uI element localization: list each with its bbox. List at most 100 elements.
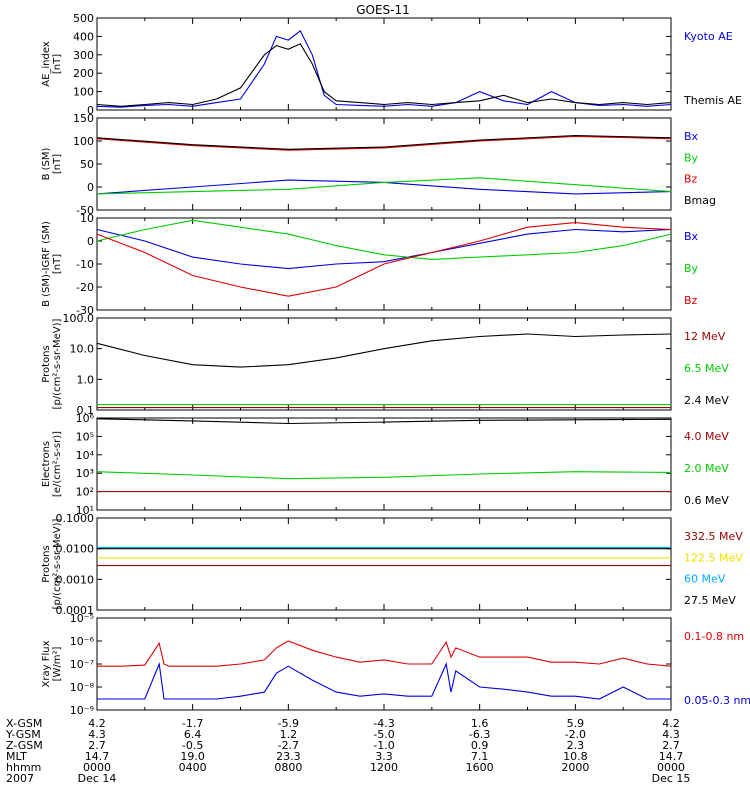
table-row-label: Y-GSM [5,728,41,741]
y-tick-label: 0.0001 [56,604,95,617]
panel-5: 10⁶ 10⁵ 10⁴ 10³ 10² 10¹ Electrons[e/(cm²-s-sr)… [41,412,729,517]
y-axis-label-line: [p/(cm²-s-sr-MeV)] [52,318,63,409]
series-line [96,333,672,368]
table-cell: 0.9 [471,739,489,752]
table-cell: -1.0 [373,739,394,752]
table-cell: 19.0 [180,750,205,763]
y-tick-label: -50 [76,204,94,217]
table-cell: 1.2 [280,728,298,741]
table-cell: 10.8 [563,750,588,763]
y-axis-label: AE_index[nT] [41,41,63,87]
legend-entry: By [684,262,699,275]
y-tick-label: 10.0 [70,343,95,356]
table-cell: -2.7 [278,739,299,752]
y-tick-label: 1.0 [77,373,95,386]
y-tick-label: 10⁵ [76,430,94,443]
y-tick-label: 10⁻⁷ [70,658,94,671]
panel-frame [96,617,672,711]
table-cell: 1600 [466,761,494,774]
panel-frame [96,417,672,511]
y-tick-label: 10³ [76,467,94,480]
table-cell: -6.3 [469,728,490,741]
table-cell: 7.1 [471,750,489,763]
y-axis-label-line: [p/(cm²-s-sr-MeV)] [52,518,63,609]
legend-entry: 27.5 MeV [684,594,736,607]
y-tick-label: 100 [73,135,94,148]
panel-3: 10 0 -10 -20 -30 B (SM)-IGRF (SM)[nT] Bx By Bz [41,212,699,317]
legend-entry: 12 MeV [684,330,726,343]
y-tick-label: 0.0100 [56,543,95,556]
y-tick-label: 10 [80,212,94,225]
y-axis-label: Protons[p/(cm²-s-sr-MeV)] [41,318,63,409]
y-tick-label: 200 [73,67,94,80]
y-tick-label: 10⁻⁹ [70,704,94,717]
table-cell: 5.9 [567,717,585,730]
table-cell: 1.6 [471,717,489,730]
table-cell: -5.0 [373,728,394,741]
y-tick-label: -10 [76,258,94,271]
y-tick-label: 0.1000 [56,512,95,525]
series-line [96,219,672,260]
y-axis-label-line: B (SM) [41,147,52,180]
legend-entry: 0.05-0.3 nm [684,694,750,707]
table-end-date: Dec 15 [652,772,691,785]
table-cell: 3.3 [375,750,393,763]
y-tick-label: -20 [76,281,94,294]
y-axis-label: Xray Flux[W/m²] [41,640,63,687]
legend-entry: 0.6 MeV [684,494,729,507]
y-tick-label: 150 [73,112,94,125]
y-axis-label-line: B (SM)-IGRF (SM) [41,221,52,307]
y-tick-label: 10⁴ [76,449,95,462]
y-tick-label: 10² [76,486,94,499]
legend-entry: 332.5 MeV [684,530,743,543]
panel-frame [96,517,672,611]
table-cell: 1200 [370,761,398,774]
y-axis-label-line: Electrons [41,441,52,487]
orbit-table: X-GSM 4.2 -1.7 -5.9 -4.3 1.6 5.9 4.2 Y-GSM 4.3 6.4… [5,717,690,785]
y-axis-label: B (SM)[nT] [41,147,63,180]
panel-4: 100.0 10.0 1.0 0.1 Protons[p/(cm²-s-sr-MeV)]… [41,312,729,417]
table-cell: 4.2 [88,717,106,730]
table-cell: -2.0 [565,728,586,741]
table-cell: -1.7 [182,717,203,730]
table-cell: 4.3 [88,728,106,741]
y-axis-label-line: [nT] [52,154,63,174]
table-cell: 0400 [179,761,207,774]
y-tick-label: 100 [73,86,94,99]
y-axis-label-line: Xray Flux [41,640,52,687]
series-line [96,135,672,151]
legend-entry: 6.5 MeV [684,362,729,375]
series-line [96,134,672,150]
y-axis-label-line: AE_index [41,41,52,87]
table-cell: 4.2 [662,717,680,730]
y-tick-label: -30 [76,304,94,317]
y-axis-label: Electrons[e/(cm²-s-sr)] [41,431,63,497]
table-cell: 2.7 [662,739,680,752]
legend-entry: Kyoto AE [684,30,733,43]
y-axis-label-line: [nT] [52,254,63,274]
y-tick-label: 10⁶ [76,412,95,425]
table-row-label: MLT [6,750,27,763]
y-tick-label: 50 [80,158,94,171]
legend-entry: Bx [684,130,699,143]
table-cell: 14.7 [659,750,684,763]
legend-entry: 60 MeV [684,573,726,586]
series-line [96,43,672,107]
y-axis-label-line: [e/(cm²-s-sr)] [52,431,63,497]
series-line [96,177,672,195]
legend-entry: 0.1-0.8 nm [684,630,744,643]
legend-entry: Themis AE [683,94,742,107]
legend-entry: By [684,151,699,164]
table-cell: 6.4 [184,728,202,741]
y-tick-label: 0 [87,235,94,248]
y-tick-label: 10⁻⁸ [70,681,95,694]
y-tick-label: 0.1 [77,404,95,417]
legend-entry: Bx [684,230,699,243]
table-year: 2007 [6,772,34,785]
legend-entry: Bmag [684,194,716,207]
table-row-label: X-GSM [6,717,42,730]
table-cell: 2000 [561,761,589,774]
series-line [96,228,672,270]
y-axis-label-line: Protons [41,345,52,382]
y-tick-label: 0 [87,104,94,117]
